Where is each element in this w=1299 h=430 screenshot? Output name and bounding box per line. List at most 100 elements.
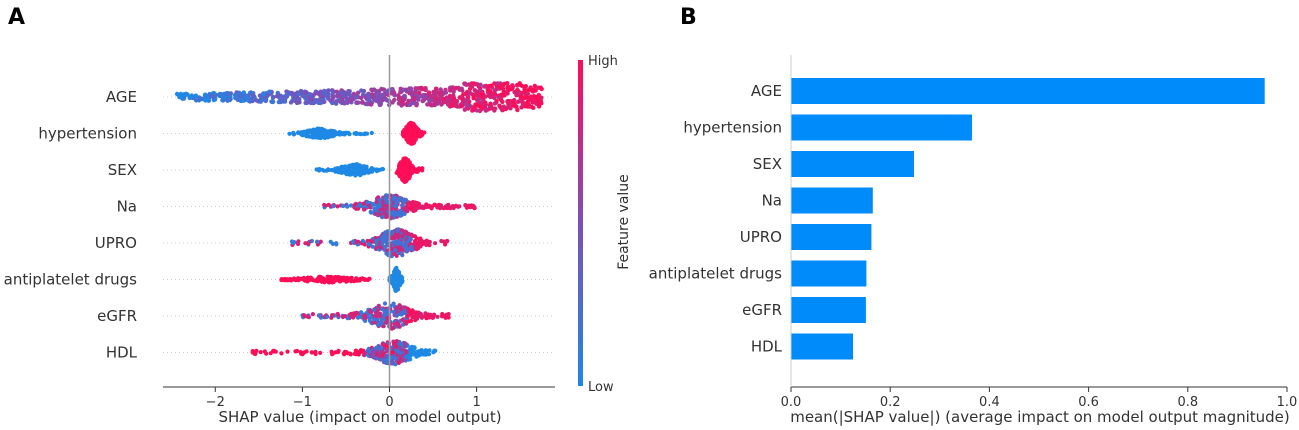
swarm-dot [276,99,282,105]
swarm-dot [408,205,413,210]
swarm-dot [279,277,284,283]
swarm-dot [407,135,412,140]
swarm-dot [300,132,305,138]
swarm-dot [390,240,396,245]
swarm-dot [396,360,401,365]
swarm-dot [512,103,517,109]
swarm-dot [414,350,419,355]
swarm-dot [444,312,449,317]
swarm-dot [299,89,305,95]
swarm-dot [416,86,421,91]
swarm-dot [426,312,431,317]
swarm-dot [367,349,372,354]
swarm-dot [295,130,301,135]
swarm-dot [404,137,409,142]
swarm-dot [188,94,193,100]
swarm-dot [217,93,222,99]
swarm-dot [295,241,301,247]
swarm-dot [414,101,419,107]
swarm-dot [427,348,432,353]
swarm-dot [359,95,364,101]
swarm-dot [393,362,398,367]
swarm-dot [285,277,290,282]
swarm-dot [523,84,528,89]
swarm-dot [438,203,444,208]
colorbar-title: Feature value [616,174,632,270]
swarm-dot [365,97,370,102]
swarm-dot [311,127,316,132]
swarm-dot [532,83,537,89]
swarm-dot [380,200,386,205]
swarm-dot [405,314,410,319]
swarm-dot [220,97,226,102]
swarm-dot [425,239,430,244]
colorbar-gradient [578,60,583,386]
swarm-dot [512,90,517,95]
swarm-dot [398,208,403,213]
swarm-dot [472,205,477,210]
swarm-dot [379,346,384,351]
swarm-dot [530,89,536,94]
swarm-dot [338,94,343,99]
swarm-dot [362,207,367,212]
swarm-dot [384,354,389,359]
swarm-dot [372,320,377,325]
swarm-dot [439,314,445,319]
swarm-dot [400,99,405,104]
swarm-dot [486,93,492,98]
swarm-dot [395,228,400,234]
swarm-dot [326,202,331,207]
swarm-dot [258,350,263,355]
swarm-dot [416,97,421,102]
x-tick-label-a: 0 [385,395,393,410]
swarm-dot [416,201,421,206]
swarm-dot [536,104,542,109]
swarm-dot [325,314,330,319]
swarm-dot [398,351,403,356]
swarm-dot [327,167,332,173]
swarm-dot [325,135,330,140]
swarm-dot [292,98,297,104]
swarm-dot [354,352,359,357]
swarm-dot [487,105,493,110]
swarm-dot [399,241,404,246]
swarm-dot [379,317,384,322]
swarm-dot [402,168,407,173]
swarm-dot [381,324,386,329]
swarm-dot [469,84,474,89]
swarm-dot [355,90,361,96]
swarm-dot [378,245,383,250]
swarm-dot [279,351,284,356]
swarm-dot [370,347,375,352]
swarm-dot [373,88,379,94]
swarm-dot [262,349,267,354]
swarm-dot [407,170,412,175]
swarm-dot [369,130,374,136]
x-tick-label-b: 1.0 [1277,395,1298,410]
swarm-dot [296,92,301,97]
swarm-dot [278,94,284,100]
swarm-dot [406,159,411,164]
feature-label-b: hypertension [683,119,782,137]
swarm-dot [347,99,353,104]
swarm-dot [354,240,359,245]
swarm-dot [526,98,531,104]
swarm-dot [403,206,408,211]
swarm-dot [354,162,359,167]
swarm-dot [228,96,233,102]
feature-value-colorbar: High Low Feature value [578,54,632,395]
swarm-dot [463,203,469,208]
swarm-dot [233,94,238,100]
x-tick-label-a: −2 [206,395,225,410]
swarm-dot [424,242,429,248]
swarm-dot [480,94,485,99]
swarm-dot [409,318,414,323]
swarm-dot [367,276,372,281]
swarm-dot [462,81,467,87]
swarm-dot [411,137,416,142]
swarm-dot [376,195,381,200]
swarm-dot [474,108,480,113]
swarm-dot [384,360,389,365]
panel-b-bar-chart: B AGE hypertension SEX Na UPRO antiplatelet d… [649,5,1298,426]
swarm-dot [285,349,290,354]
